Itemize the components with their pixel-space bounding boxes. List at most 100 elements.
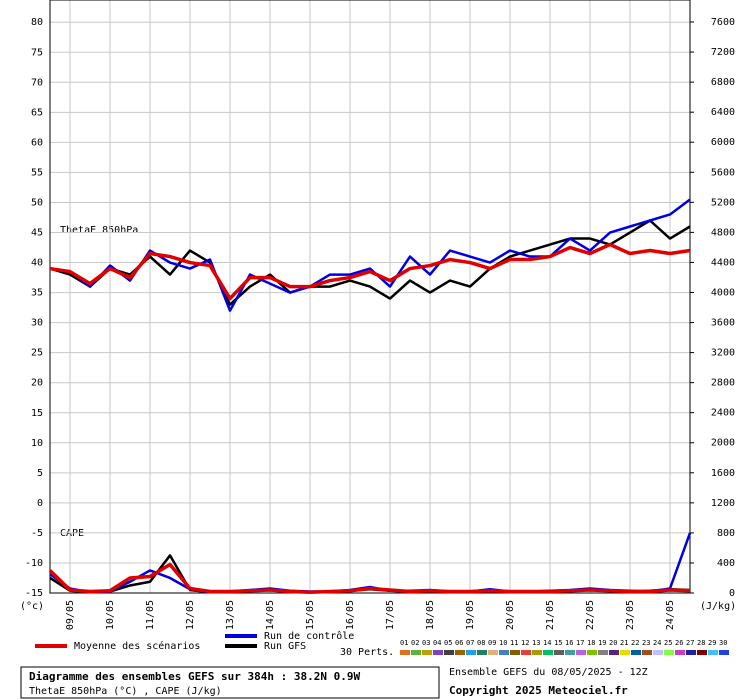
pert-swatch — [708, 650, 718, 655]
pert-swatch — [675, 650, 685, 655]
y2-tick-label: 1200 — [711, 498, 735, 509]
pert-swatch — [576, 650, 586, 655]
y2-tick-label: 4800 — [711, 227, 735, 238]
x-tick-label: 18/05 — [425, 600, 436, 630]
x-tick-label: 16/05 — [345, 600, 356, 630]
pert-id: 09 — [488, 639, 496, 647]
y2-tick-label: 0 — [729, 588, 735, 599]
y2-tick-label: 4400 — [711, 257, 735, 268]
y-tick-label: 20 — [31, 378, 43, 389]
pert-swatch — [433, 650, 443, 655]
pert-id: 19 — [598, 639, 606, 647]
legend-label: Moyenne des scénarios — [74, 640, 200, 652]
footer-title: Diagramme des ensembles GEFS sur 384h : … — [29, 670, 361, 683]
pert-swatch — [521, 650, 531, 655]
pert-swatch — [532, 650, 542, 655]
y-tick-label: 45 — [31, 228, 43, 239]
pert-id: 13 — [532, 639, 540, 647]
copyright: Copyright 2025 Meteociel.fr — [449, 684, 628, 697]
series-line — [49, 219, 691, 306]
y-tick-label: 50 — [31, 197, 43, 208]
pert-id: 23 — [642, 639, 650, 647]
x-tick-label: 20/05 — [505, 600, 516, 630]
y2-tick-label: 800 — [717, 528, 735, 539]
pert-swatch — [664, 650, 674, 655]
pert-swatch — [609, 650, 619, 655]
y-axis-label: (°c) — [20, 601, 44, 612]
pert-id: 11 — [510, 639, 518, 647]
y-tick-label: 30 — [31, 318, 43, 329]
x-tick-label: 22/05 — [585, 600, 596, 630]
pert-id: 21 — [620, 639, 628, 647]
pert-swatch — [422, 650, 432, 655]
y-tick-label: 0 — [37, 498, 43, 509]
pert-swatch — [455, 650, 465, 655]
pert-swatch — [510, 650, 520, 655]
pert-swatch — [653, 650, 663, 655]
series-line — [49, 242, 691, 301]
pert-swatch — [466, 650, 476, 655]
pert-id: 16 — [565, 639, 573, 647]
y-tick-label: 80 — [31, 17, 43, 28]
y-tick-label: 25 — [31, 348, 43, 359]
y2-tick-label: 2000 — [711, 438, 735, 449]
pert-id: 22 — [631, 639, 639, 647]
pert-id: 27 — [686, 639, 694, 647]
plot-frame — [49, 0, 691, 594]
pert-id: 02 — [411, 639, 419, 647]
pert-id: 10 — [499, 639, 507, 647]
y-tick-label: -15 — [25, 588, 43, 599]
pert-swatch — [719, 650, 729, 655]
y2-tick-label: 3200 — [711, 348, 735, 359]
x-tick-label: 10/05 — [105, 600, 116, 630]
pert-id: 14 — [543, 639, 551, 647]
y-tick-label: 5 — [37, 468, 43, 479]
legend-label: Run GFS — [264, 641, 306, 652]
x-tick-label: 17/05 — [385, 600, 396, 630]
y-tick-label: 40 — [31, 258, 43, 269]
plot-area — [49, 0, 691, 594]
pert-id: 07 — [466, 639, 474, 647]
perts-label: 30 Perts. — [340, 647, 394, 658]
pert-id: 15 — [554, 639, 562, 647]
y-tick-label: 10 — [31, 438, 43, 449]
y-tick-label: 55 — [31, 167, 43, 178]
pert-id: 29 — [708, 639, 716, 647]
y-tick-label: 60 — [31, 137, 43, 148]
pert-id: 30 — [719, 639, 727, 647]
pert-swatch — [642, 650, 652, 655]
y-tick-label: -10 — [25, 558, 43, 569]
pert-id: 25 — [664, 639, 672, 647]
y-tick-label: 65 — [31, 107, 43, 118]
pert-id: 06 — [455, 639, 463, 647]
y-tick-label: 35 — [31, 288, 43, 299]
y2-tick-label: 5600 — [711, 167, 735, 178]
x-tick-label: 09/05 — [65, 600, 76, 630]
pert-swatch — [587, 650, 597, 655]
pert-swatch — [444, 650, 454, 655]
pert-id: 26 — [675, 639, 683, 647]
x-tick-label: 19/05 — [465, 600, 476, 630]
y2-tick-label: 2800 — [711, 378, 735, 389]
pert-swatch — [543, 650, 553, 655]
pert-swatch — [488, 650, 498, 655]
pert-swatch — [400, 650, 410, 655]
pert-id: 12 — [521, 639, 529, 647]
pert-swatch — [598, 650, 608, 655]
pert-swatch — [411, 650, 421, 655]
y2-tick-label: 6000 — [711, 137, 735, 148]
pert-id: 03 — [422, 639, 430, 647]
x-tick-label: 12/05 — [185, 600, 196, 630]
x-tick-label: 24/05 — [665, 600, 676, 630]
pert-id: 08 — [477, 639, 485, 647]
y2-tick-label: 6400 — [711, 107, 735, 118]
y2-tick-label: 7200 — [711, 47, 735, 58]
x-tick-label: 21/05 — [545, 600, 556, 630]
pert-id: 04 — [433, 639, 441, 647]
y2-tick-label: 6800 — [711, 77, 735, 88]
annotation: CAPE — [60, 528, 84, 539]
pert-swatch — [686, 650, 696, 655]
pert-id: 17 — [576, 639, 584, 647]
run-label: Ensemble GEFS du 08/05/2025 - 12Z — [449, 667, 648, 678]
